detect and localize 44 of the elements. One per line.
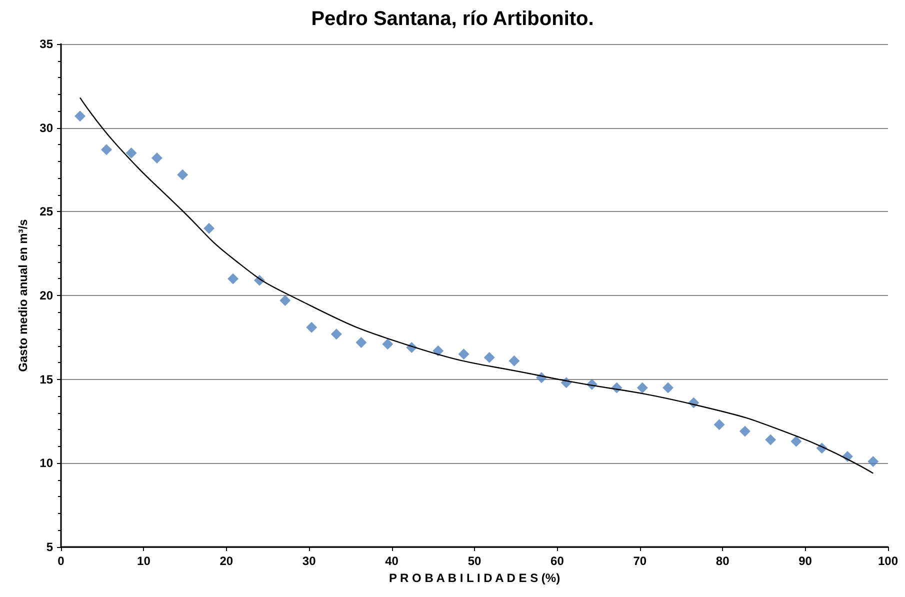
point — [126, 147, 137, 158]
point — [739, 426, 750, 437]
y-tick-label: 35 — [40, 37, 54, 51]
y-tick-label: 30 — [40, 120, 54, 135]
x-tick-label: 20 — [220, 554, 234, 568]
x-tick-label: 90 — [798, 554, 812, 568]
point — [228, 273, 239, 284]
point — [714, 419, 725, 430]
x-tick-label: 60 — [550, 554, 564, 568]
x-tick-label: 100 — [878, 554, 898, 568]
y-axis-title: Gasto medio anual en m³/s — [16, 218, 30, 372]
point — [868, 456, 879, 467]
point — [636, 382, 648, 394]
x-tick-label: 70 — [633, 554, 647, 568]
x-tick-label: 40 — [385, 554, 399, 568]
point — [662, 382, 674, 394]
point — [100, 144, 112, 156]
y-tick-label: 15 — [40, 372, 54, 386]
y-tick-label: 5 — [46, 540, 54, 554]
x-tick-label: 50 — [468, 554, 482, 568]
x-tick-label: 30 — [302, 554, 316, 568]
point — [204, 222, 215, 234]
point — [382, 338, 394, 350]
point — [790, 436, 802, 447]
point — [330, 328, 342, 340]
line-series — [79, 97, 874, 474]
x-tick-label: 10 — [137, 554, 151, 568]
x-tick-label: 0 — [58, 554, 65, 568]
x-tick-label: 80 — [716, 554, 730, 568]
point — [280, 295, 291, 306]
x-axis-title: P R O B A B I L I D A D E S (%) — [388, 570, 560, 585]
point — [306, 322, 318, 333]
point — [74, 110, 86, 122]
y-tick-label: 10 — [40, 456, 54, 470]
point — [177, 169, 188, 180]
y-tick-label: 20 — [40, 288, 54, 302]
y-tick-label: 25 — [40, 204, 54, 219]
point — [458, 348, 470, 360]
point — [484, 352, 495, 364]
point — [356, 336, 367, 348]
point — [508, 355, 520, 366]
point — [765, 434, 776, 446]
point — [151, 152, 162, 164]
chart-title: Pedro Santana, río Artibonito. — [311, 8, 594, 30]
